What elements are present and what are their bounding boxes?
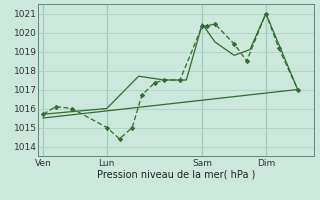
X-axis label: Pression niveau de la mer( hPa ): Pression niveau de la mer( hPa ) <box>97 169 255 179</box>
